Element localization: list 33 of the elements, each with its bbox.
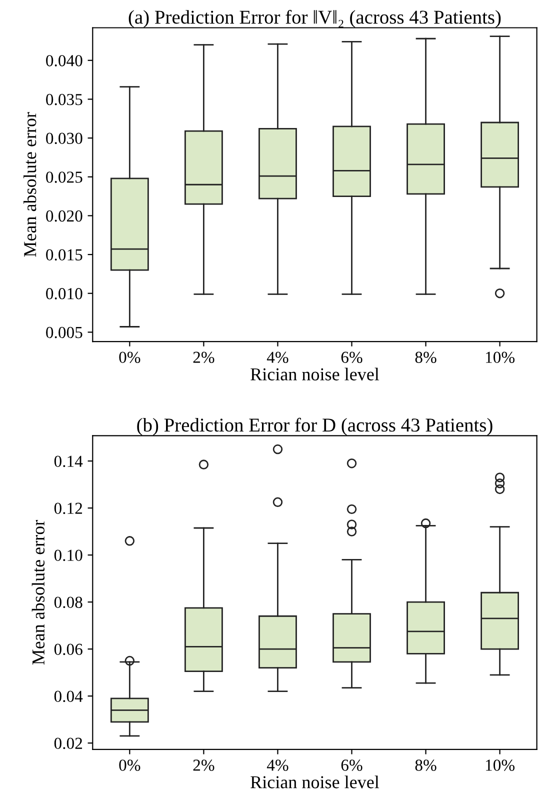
x-tick-label: 4% <box>266 352 288 364</box>
x-tick-label: 2% <box>193 760 214 771</box>
y-tick-label: 0.06 <box>54 644 82 656</box>
y-tick-label: 0.10 <box>54 550 82 562</box>
y-axis-title: Mean absolute error <box>24 112 36 257</box>
y-tick-label: 0.08 <box>54 596 82 608</box>
x-tick-label: 10% <box>486 352 515 364</box>
y-tick-label: 0.14 <box>54 456 83 468</box>
chart-title: (a) Prediction Error for ‖V‖₂ (across 43 Patients) <box>128 10 501 28</box>
x-tick-label: 4% <box>266 760 288 771</box>
y-tick-label: 0.02 <box>54 738 82 750</box>
x-tick-label: 6% <box>341 760 362 771</box>
x-axis-title: Rician noise level <box>250 776 380 788</box>
y-tick-label: 0.030 <box>46 132 82 144</box>
y-tick-label: 0.040 <box>46 55 82 66</box>
x-tick-label: 8% <box>415 352 436 364</box>
y-tick-label: 0.010 <box>46 288 82 300</box>
x-tick-label: 0% <box>119 352 140 364</box>
y-tick-label: 0.015 <box>46 249 82 261</box>
y-tick-label: 0.04 <box>54 690 83 702</box>
y-tick-label: 0.035 <box>46 94 82 106</box>
x-axis-title: Rician noise level <box>250 368 380 380</box>
y-tick-label: 0.005 <box>46 326 82 338</box>
x-tick-label: 8% <box>415 760 436 771</box>
chart-title: (b) Prediction Error for D (across 43 Patients) <box>137 418 492 436</box>
x-tick-label: 0% <box>119 760 140 771</box>
x-tick-label: 10% <box>486 760 515 771</box>
y-tick-label: 0.12 <box>54 502 82 514</box>
y-tick-label: 0.020 <box>46 210 82 222</box>
x-tick-label: 6% <box>341 352 362 364</box>
y-tick-label: 0.025 <box>46 172 82 183</box>
y-axis-title: Mean absolute error <box>32 520 45 665</box>
x-tick-label: 2% <box>193 352 214 364</box>
